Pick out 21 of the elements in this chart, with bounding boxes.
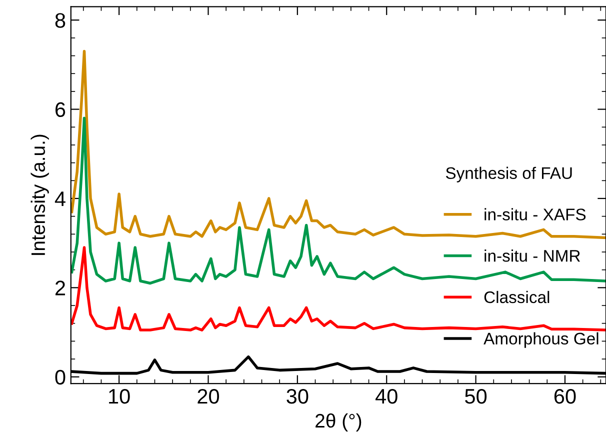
legend-title: Synthesis of FAU <box>446 166 572 182</box>
y-tick-label: 0 <box>55 370 66 385</box>
x-tick-label: 30 <box>286 388 308 404</box>
line-series <box>70 50 606 240</box>
x-tick-label: 60 <box>554 388 576 404</box>
y-tick-label: 2 <box>56 280 65 296</box>
legend-label: in-situ - XAFS <box>484 208 586 220</box>
legend-label: Classical <box>484 290 550 304</box>
y-tick-label: 8 <box>55 13 66 28</box>
y-axis-title: Intensity (a.u.) <box>30 134 49 255</box>
line-series <box>70 246 606 332</box>
legend-label: in-situ - NMR <box>484 250 580 262</box>
line-series <box>70 116 606 285</box>
y-tick-label: 4 <box>54 192 66 206</box>
x-tick-label: 10 <box>109 388 130 404</box>
x-tick-label: 20 <box>198 388 220 404</box>
legend-label: Amorphous Gel <box>484 332 598 348</box>
x-tick-label: 40 <box>376 388 398 404</box>
x-axis-title: 2θ (°) <box>316 413 362 432</box>
x-tick-label: 50 <box>465 388 487 404</box>
y-tick-label: 6 <box>56 102 66 118</box>
